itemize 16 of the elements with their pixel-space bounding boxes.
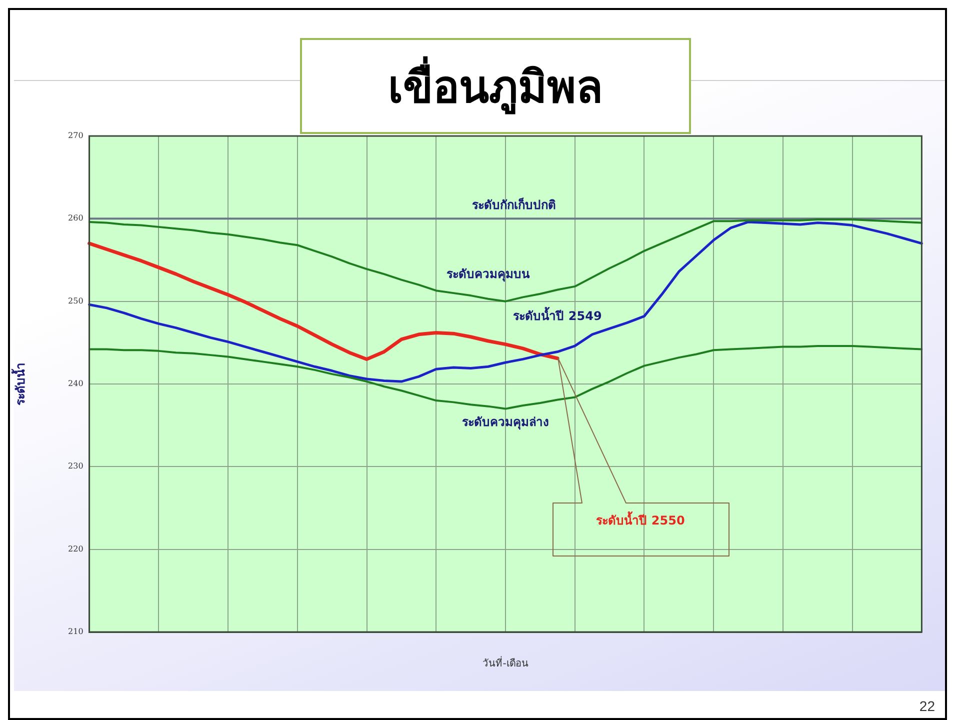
- y-tick-label: 260: [68, 214, 84, 223]
- y-tick-label: 240: [68, 379, 84, 388]
- series-label: ระดับควมคุมบน: [446, 266, 531, 282]
- y-tick-label: 210: [68, 627, 84, 636]
- y-tick-label: 250: [68, 296, 84, 306]
- y-tick-label: 220: [68, 544, 84, 554]
- chart-title: เขื่อนภูมิพล: [300, 38, 691, 134]
- y-tick-label: 270: [68, 131, 84, 140]
- series-label: ระดับน้ำปี 2549: [513, 306, 602, 323]
- ref-line-label: ระดับกักเก็บปกติ: [472, 196, 556, 212]
- text: 22: [919, 698, 935, 714]
- y-axis-title: ระดับน้ำ: [10, 362, 28, 406]
- x-axis-title: วันที่-เดือน: [482, 656, 528, 670]
- y-tick-label: 230: [68, 462, 84, 471]
- series-label: ระดับควมคุมล่าง: [462, 414, 549, 430]
- text: ระดับน้ำปี 2550: [596, 510, 685, 528]
